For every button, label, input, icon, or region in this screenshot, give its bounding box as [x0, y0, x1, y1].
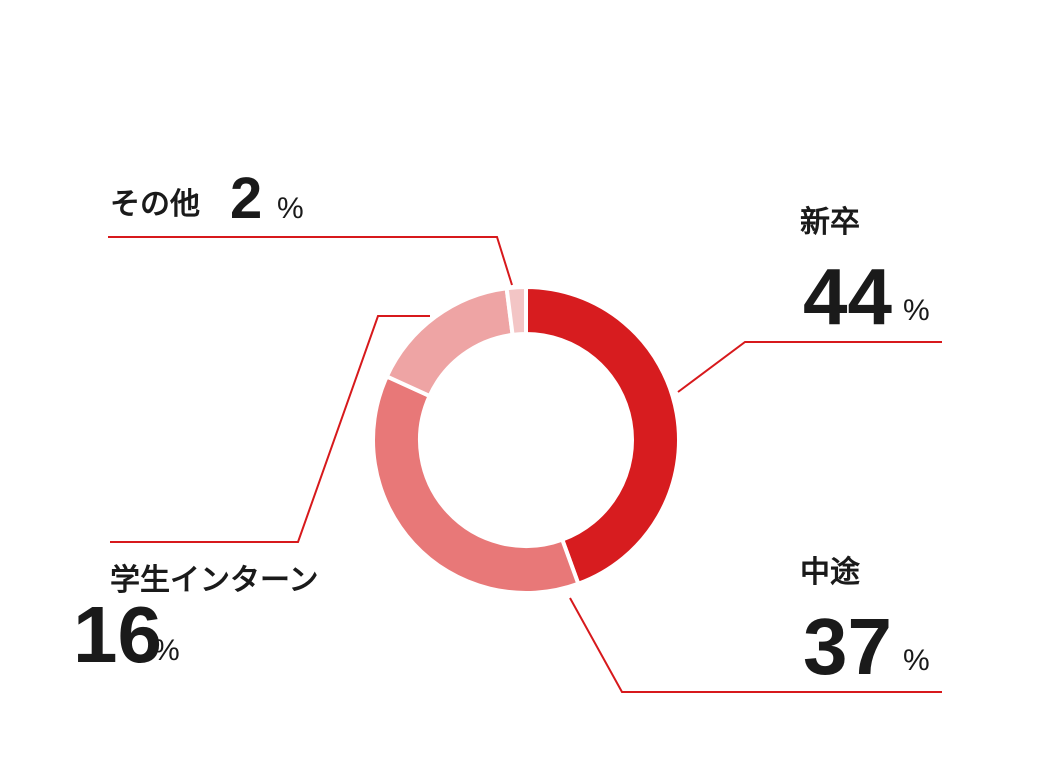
value-label: 44: [803, 252, 892, 341]
unit-label: %: [903, 294, 930, 327]
value-label: 16: [73, 590, 162, 679]
donut-segment: [504, 284, 528, 338]
unit-label: %: [903, 644, 930, 677]
value-label: 2: [230, 166, 262, 231]
unit-label: %: [153, 634, 180, 667]
category-label: その他: [110, 187, 200, 222]
donut-segment: [524, 284, 681, 587]
donut-segment: [384, 285, 515, 399]
value-label: 37: [803, 602, 892, 691]
category-label: 中途: [800, 555, 861, 590]
leader-line: [677, 341, 942, 393]
category-label: 学生インターン: [110, 563, 319, 598]
leader-line: [569, 597, 942, 693]
leader-line: [110, 315, 430, 543]
leader-line: [108, 236, 513, 286]
category-label: 新卒: [800, 205, 860, 240]
unit-label: %: [277, 192, 304, 225]
donut-segment: [371, 373, 581, 595]
